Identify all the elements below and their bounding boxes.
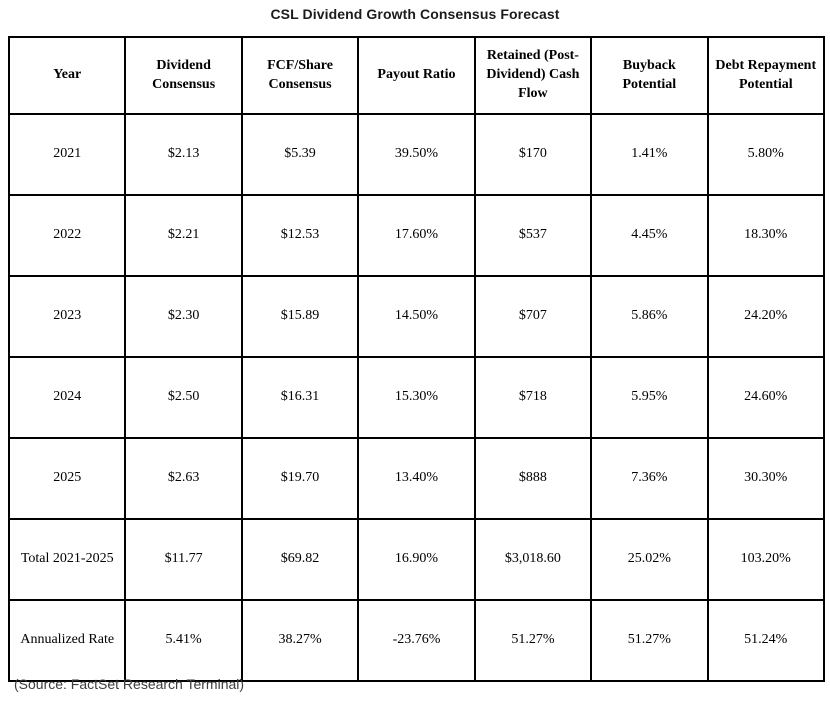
table-cell: 7.36%	[590, 437, 709, 520]
table-cell: 39.50%	[357, 113, 476, 196]
table-cell: 103.20%	[706, 518, 826, 601]
row-label: Annualized Rate	[7, 599, 127, 682]
table-row-0: 2021 $2.13 $5.39 39.50% $170 1.41% 5.80%	[7, 113, 826, 196]
column-header-1: Dividend Consensus	[124, 36, 243, 115]
table-cell: 25.02%	[590, 518, 709, 601]
table-row-4: 2025 $2.63 $19.70 13.40% $888 7.36% 30.30%	[7, 437, 826, 520]
table-cell: 18.30%	[706, 194, 826, 277]
column-header-0: Year	[7, 36, 127, 115]
table-row-2: 2023 $2.30 $15.89 14.50% $707 5.86% 24.20%	[7, 275, 826, 358]
forecast-table-body: 2021 $2.13 $5.39 39.50% $170 1.41% 5.80% 2022 $2…	[7, 113, 826, 682]
row-label: 2024	[7, 356, 127, 439]
table-cell: 13.40%	[357, 437, 476, 520]
table-cell: $2.21	[124, 194, 243, 277]
table-cell: $12.53	[240, 194, 360, 277]
table-cell: 24.20%	[706, 275, 826, 358]
table-cell: $718	[473, 356, 593, 439]
table-cell: $170	[473, 113, 593, 196]
table-cell: $69.82	[240, 518, 360, 601]
table-cell: 5.41%	[124, 599, 243, 682]
table-row-5: Total 2021-2025 $11.77 $69.82 16.90% $3,018.…	[7, 518, 826, 601]
table-cell: $3,018.60	[473, 518, 593, 601]
forecast-table: Year Dividend Consensus FCF/Share Consensu…	[7, 36, 826, 682]
table-cell: 30.30%	[706, 437, 826, 520]
column-header-3: Payout Ratio	[357, 36, 476, 115]
row-label: Total 2021-2025	[7, 518, 127, 601]
column-header-4: Retained (Post-Dividend) Cash Flow	[473, 36, 593, 115]
table-cell: $888	[473, 437, 593, 520]
table-cell: $11.77	[124, 518, 243, 601]
table-cell: 4.45%	[590, 194, 709, 277]
table-cell: 38.27%	[240, 599, 360, 682]
source-note: (Source: FactSet Research Terminal)	[14, 676, 245, 692]
table-cell: $537	[473, 194, 593, 277]
table-cell: $19.70	[240, 437, 360, 520]
table-cell: $2.13	[124, 113, 243, 196]
header-row: Year Dividend Consensus FCF/Share Consensu…	[7, 36, 826, 115]
table-cell: 51.27%	[590, 599, 709, 682]
table-cell: 16.90%	[357, 518, 476, 601]
table-cell: $2.30	[124, 275, 243, 358]
table-cell: -23.76%	[357, 599, 476, 682]
column-header-2: FCF/Share Consensus	[240, 36, 360, 115]
table-row-6: Annualized Rate 5.41% 38.27% -23.76% 51.27% 5…	[7, 599, 826, 682]
row-label: 2021	[7, 113, 127, 196]
table-cell: 5.86%	[590, 275, 709, 358]
table-cell: $16.31	[240, 356, 360, 439]
row-label: 2025	[7, 437, 127, 520]
column-header-6: Debt Repayment Potential	[706, 36, 826, 115]
table-cell: 1.41%	[590, 113, 709, 196]
table-cell: 5.95%	[590, 356, 709, 439]
table-cell: 51.24%	[706, 599, 826, 682]
table-cell: $707	[473, 275, 593, 358]
table-cell: 24.60%	[706, 356, 826, 439]
column-header-5: Buyback Potential	[590, 36, 709, 115]
table-cell: 15.30%	[357, 356, 476, 439]
table-cell: 17.60%	[357, 194, 476, 277]
table-cell: 14.50%	[357, 275, 476, 358]
table-row-1: 2022 $2.21 $12.53 17.60% $537 4.45% 18.30%	[7, 194, 826, 277]
table-cell: 5.80%	[706, 113, 826, 196]
table-cell: 51.27%	[473, 599, 593, 682]
forecast-table-head: Year Dividend Consensus FCF/Share Consensu…	[7, 36, 826, 115]
table-cell: $15.89	[240, 275, 360, 358]
row-label: 2023	[7, 275, 127, 358]
row-label: 2022	[7, 194, 127, 277]
table-row-3: 2024 $2.50 $16.31 15.30% $718 5.95% 24.60%	[7, 356, 826, 439]
page-title: CSL Dividend Growth Consensus Forecast	[270, 6, 560, 22]
table-cell: $5.39	[240, 113, 360, 196]
table-cell: $2.50	[124, 356, 243, 439]
table-cell: $2.63	[124, 437, 243, 520]
